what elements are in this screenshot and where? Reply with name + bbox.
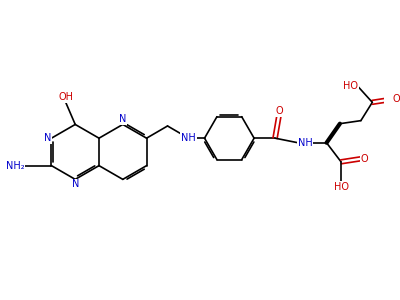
Text: N: N: [72, 179, 79, 189]
Text: N: N: [44, 133, 52, 143]
Text: HO: HO: [334, 182, 348, 192]
Text: NH: NH: [181, 133, 196, 143]
Text: O: O: [392, 94, 400, 104]
Text: HO: HO: [343, 81, 358, 91]
Text: O: O: [361, 154, 368, 164]
Text: NH₂: NH₂: [6, 160, 25, 171]
Text: NH: NH: [298, 138, 313, 148]
Text: OH: OH: [58, 92, 73, 102]
Text: O: O: [275, 106, 283, 116]
Text: N: N: [119, 115, 126, 124]
